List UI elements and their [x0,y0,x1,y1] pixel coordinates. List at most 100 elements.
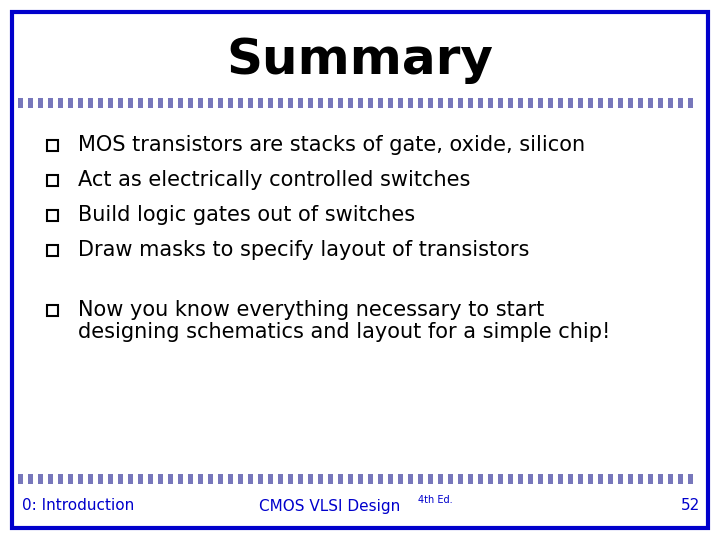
Bar [163,98,168,108]
Bar [423,474,428,484]
Bar [58,474,63,484]
Bar [558,474,563,484]
Bar [373,98,378,108]
Bar [578,98,583,108]
FancyBboxPatch shape [47,210,58,220]
Bar [618,98,623,108]
Bar [68,474,73,484]
Bar [688,98,693,108]
Bar [168,474,173,484]
Bar [218,474,223,484]
Bar [308,98,313,108]
Bar [653,98,658,108]
Bar [38,98,43,108]
Bar [693,98,698,108]
Bar [498,98,503,108]
Bar [638,474,643,484]
Bar [23,474,28,484]
Bar [393,474,398,484]
Bar [148,474,153,484]
Bar [453,98,458,108]
Bar [568,474,573,484]
Bar [433,474,438,484]
Bar [588,98,593,108]
Bar [648,98,653,108]
Bar [458,98,463,108]
Bar [173,474,178,484]
Text: Summary: Summary [227,36,493,84]
Bar [338,474,343,484]
Bar [548,474,553,484]
Text: Draw masks to specify layout of transistors: Draw masks to specify layout of transist… [78,240,529,260]
Bar [508,474,513,484]
Bar [518,474,523,484]
Bar [303,98,308,108]
Bar [18,474,23,484]
Bar [28,98,33,108]
Bar [408,474,413,484]
Bar [88,474,93,484]
Bar [473,98,478,108]
Bar [388,474,393,484]
Bar [188,474,193,484]
Bar [238,474,243,484]
Bar [373,474,378,484]
Bar [283,474,288,484]
Bar [123,98,128,108]
Bar [113,98,118,108]
Bar [198,98,203,108]
Bar [668,474,673,484]
Bar [493,474,498,484]
Text: MOS transistors are stacks of gate, oxide, silicon: MOS transistors are stacks of gate, oxid… [78,135,585,155]
Bar [683,98,688,108]
Text: Act as electrically controlled switches: Act as electrically controlled switches [78,170,470,190]
Bar [443,98,448,108]
Bar [628,474,633,484]
Bar [83,474,88,484]
Bar [503,474,508,484]
Bar [213,98,218,108]
Bar [493,98,498,108]
Bar [613,98,618,108]
Bar [73,474,78,484]
Bar [528,98,533,108]
Bar [343,98,348,108]
Bar [543,474,548,484]
Bar [263,98,268,108]
Bar [448,474,453,484]
Bar [648,474,653,484]
Bar [403,474,408,484]
Bar [293,474,298,484]
Bar [158,474,163,484]
Text: designing schematics and layout for a simple chip!: designing schematics and layout for a si… [78,322,611,342]
Bar [328,98,333,108]
Bar [453,474,458,484]
Bar [628,98,633,108]
Text: 52: 52 [680,498,700,514]
Bar [428,474,433,484]
Bar [588,474,593,484]
Bar [408,98,413,108]
Bar [193,474,198,484]
Bar [318,98,323,108]
Bar [653,474,658,484]
Bar [483,474,488,484]
Bar [253,474,258,484]
Bar [273,98,278,108]
Bar [388,98,393,108]
Bar [558,98,563,108]
Bar [48,98,53,108]
Bar [143,474,148,484]
Bar [538,474,543,484]
Bar [313,474,318,484]
Bar [303,474,308,484]
Bar [263,474,268,484]
Bar [598,98,603,108]
Bar [523,474,528,484]
Bar [348,98,353,108]
Bar [293,98,298,108]
Bar [423,98,428,108]
Bar [278,98,283,108]
Bar [693,474,698,484]
Bar [673,98,678,108]
